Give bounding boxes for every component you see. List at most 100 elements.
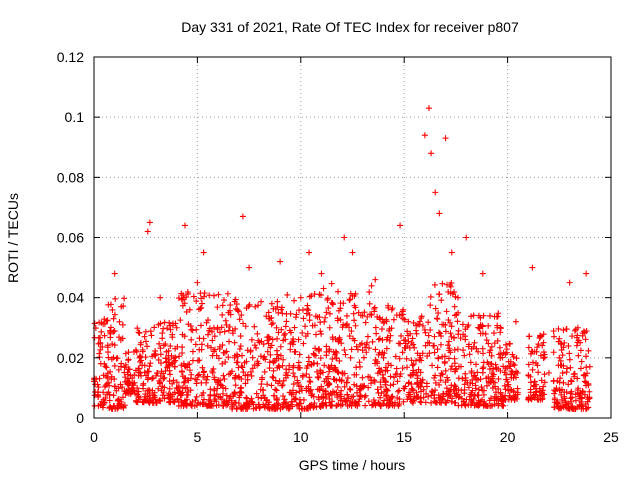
data-point [447,366,454,373]
data-point [344,320,351,327]
data-point [529,366,536,373]
data-point [559,370,566,377]
data-point-outlier [181,222,188,229]
data-point [586,388,593,395]
data-point [240,320,247,327]
data-point [314,368,321,375]
data-point [347,296,354,303]
data-point [339,370,346,377]
data-point [444,374,451,381]
data-point [111,362,118,369]
data-point [290,335,297,342]
data-point [255,394,262,401]
data-point [333,377,340,384]
data-point [169,391,176,398]
data-point [376,335,383,342]
data-point [566,356,573,363]
data-point [424,339,431,346]
data-point [483,382,490,389]
data-point [419,322,426,329]
data-point [565,381,572,388]
data-point [446,319,453,326]
data-points [91,105,593,412]
data-point-outlier [405,318,412,325]
data-point [399,311,406,318]
data-point [119,384,126,391]
data-point [221,398,228,405]
data-point [563,389,570,396]
data-point [465,384,472,391]
data-point [566,350,573,357]
data-point [225,371,232,378]
data-point [556,387,563,394]
data-point [103,317,110,324]
data-point [333,355,340,362]
data-point [342,351,349,358]
data-point [406,379,413,386]
data-point [493,394,500,401]
data-point [348,328,355,335]
data-point [495,400,502,407]
data-point [572,397,579,404]
data-point [510,388,517,395]
data-point [407,371,414,378]
data-point [554,400,561,407]
data-point [393,365,400,372]
data-point [446,345,453,352]
data-point [102,395,109,402]
data-point-outlier [260,354,267,361]
data-point [165,362,172,369]
data-point [211,374,218,381]
data-point [199,364,206,371]
data-point-outlier [291,348,298,355]
data-point [448,323,455,330]
data-point [468,368,475,375]
data-point [200,335,207,342]
data-point [540,391,547,398]
data-point [474,369,481,376]
data-point [310,350,317,357]
data-point [423,380,430,387]
data-point [480,312,487,319]
data-point-outlier [115,366,122,373]
data-point [337,316,344,323]
data-point [275,402,282,409]
data-point [404,364,411,371]
data-point [343,379,350,386]
data-point [454,318,461,325]
data-point [124,369,131,376]
data-point [176,353,183,360]
data-point [350,335,357,342]
data-point [461,386,468,393]
data-point [460,398,467,405]
data-point [151,392,158,399]
data-point [157,351,164,358]
data-point [148,332,155,339]
data-point [525,395,532,402]
data-point [225,354,232,361]
data-point [247,348,254,355]
data-point [312,313,319,320]
data-point [273,324,280,331]
data-point [263,313,270,320]
data-point [469,387,476,394]
data-point [272,386,279,393]
data-point [269,404,276,411]
data-point [449,363,456,370]
data-point [488,370,495,377]
data-point-outlier [479,270,486,277]
data-point [346,324,353,331]
data-point [399,365,406,372]
data-point [535,369,542,376]
data-point [206,327,213,334]
data-point [322,314,329,321]
data-point [97,346,104,353]
data-point [353,343,360,350]
data-point [191,402,198,409]
data-point [290,370,297,377]
data-point [247,368,254,375]
data-point-outlier [463,234,470,241]
data-point [291,324,298,331]
data-point [303,371,310,378]
data-point [215,402,222,409]
